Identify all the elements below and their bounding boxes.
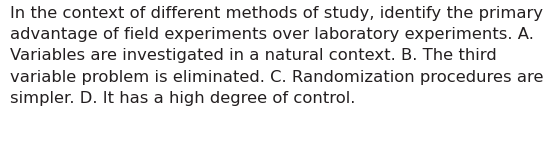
Text: In the context of different methods of study, identify the primary
advantage of : In the context of different methods of s…: [10, 6, 543, 106]
